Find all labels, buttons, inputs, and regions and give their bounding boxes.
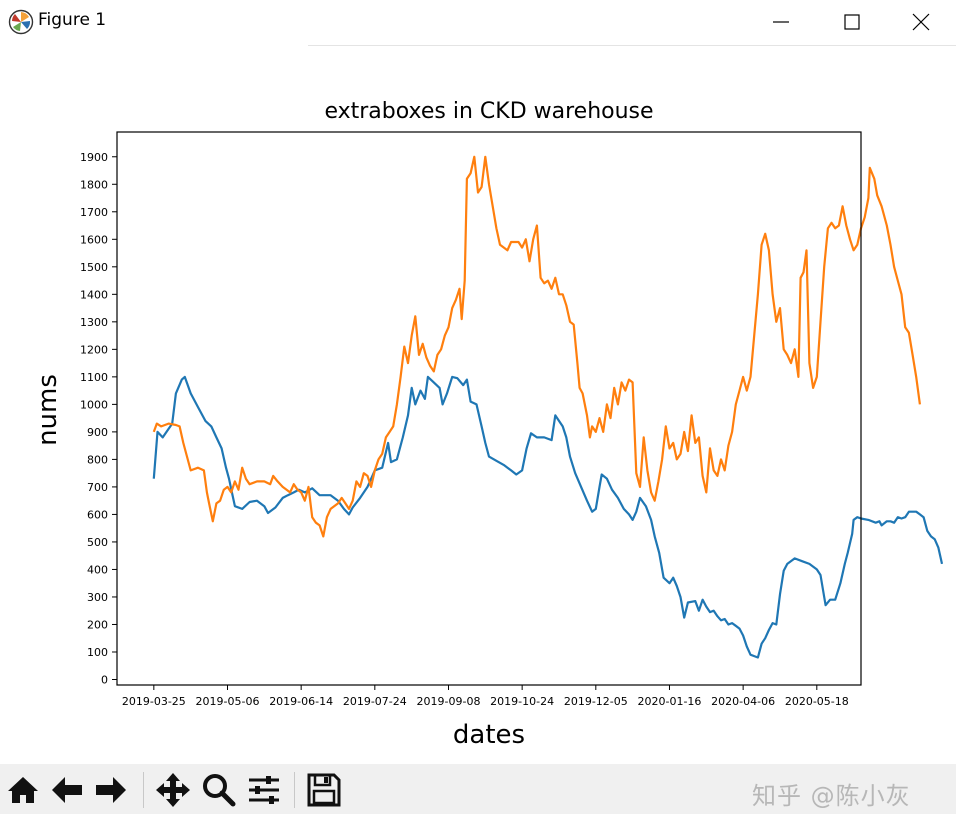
back-button[interactable] [47,770,87,810]
y-tick-label: 800 [87,453,108,466]
matplotlib-logo-icon [8,9,34,35]
x-tick-label: 2019-06-14 [269,695,333,708]
forward-button[interactable] [91,770,131,810]
x-tick-label: 2020-01-16 [638,695,702,708]
zoom-button[interactable] [198,770,238,810]
chart-title: extraboxes in CKD warehouse [324,99,653,124]
watermark-text: 知乎 @陈小灰 [752,782,911,810]
maximize-button[interactable] [817,0,887,44]
y-tick-label: 1100 [80,371,108,384]
y-tick-label: 1500 [80,261,108,274]
zoom-magnifier-icon [203,774,236,807]
y-tick-label: 600 [87,508,108,521]
save-floppy-icon [307,773,341,807]
series-line-2 [152,155,921,538]
x-tick-label: 2020-05-18 [785,695,849,708]
series-layer [152,155,944,659]
toolbar-separator [143,772,144,808]
save-button[interactable] [304,770,344,810]
y-tick-label: 1900 [80,151,108,164]
x-tick-label: 2020-04-06 [711,695,775,708]
window-title: Figure 1 [38,10,107,30]
y-tick-label: 900 [87,426,108,439]
configure-subplots-icon [249,776,279,804]
y-tick-label: 200 [87,618,108,631]
navigation-toolbar: 知乎 @陈小灰 [0,764,956,814]
y-tick-label: 100 [87,646,108,659]
y-tick-label: 1600 [80,233,108,246]
y-axis-label: nums [33,374,63,446]
x-tick-label: 2019-09-08 [417,695,481,708]
figure-canvas[interactable]: extraboxes in CKD warehouse nums dates 0… [0,60,956,760]
y-tick-label: 1000 [80,398,108,411]
x-tick-label: 2019-10-24 [490,695,554,708]
titlebar-divider [308,45,956,46]
y-tick-label: 1400 [80,288,108,301]
series-line-1 [152,375,944,659]
y-tick-label: 300 [87,591,108,604]
y-tick-label: 1200 [80,343,108,356]
forward-arrow-icon [96,777,126,803]
close-icon [912,13,930,31]
x-tick-label: 2019-12-05 [564,695,628,708]
y-tick-label: 700 [87,481,108,494]
back-arrow-icon [52,777,82,803]
line-chart: extraboxes in CKD warehouse nums dates 0… [33,99,944,750]
home-icon [8,777,38,803]
y-tick-label: 0 [101,673,108,686]
window-titlebar: Figure 1 [0,0,956,44]
minimize-icon [773,21,789,23]
x-tick-label: 2019-03-25 [122,695,186,708]
y-tick-label: 1800 [80,178,108,191]
x-axis-label: dates [453,720,525,750]
maximize-icon [844,14,860,30]
home-button[interactable] [3,770,43,810]
minimize-button[interactable] [746,0,816,44]
configure-subplots-button[interactable] [244,770,284,810]
y-tick-label: 500 [87,536,108,549]
x-tick-label: 2019-05-06 [196,695,260,708]
plot-frame [116,131,862,686]
ticks-layer: 0 100 200 300 400 500 600 700 800 900 1000 1100 1200… [80,151,849,708]
pan-button[interactable] [153,770,193,810]
toolbar-separator [294,772,295,808]
pan-move-icon [156,773,190,807]
close-button[interactable] [886,0,956,44]
y-tick-label: 400 [87,563,108,576]
y-tick-label: 1700 [80,206,108,219]
x-tick-label: 2019-07-24 [343,695,407,708]
y-tick-label: 1300 [80,316,108,329]
